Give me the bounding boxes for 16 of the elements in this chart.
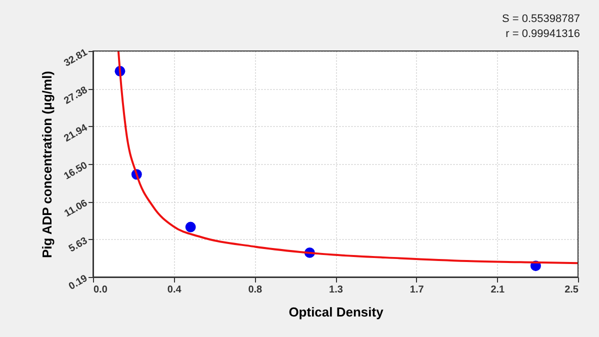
x-tick-label: 1.3 <box>329 284 344 296</box>
x-tick-label: 2.5 <box>564 284 579 296</box>
y-tick-label: 0.19 <box>67 272 90 292</box>
x-axis-title: Optical Density <box>288 304 384 320</box>
x-tick-label: 0.8 <box>248 284 263 296</box>
text: r = 0.99941316 <box>506 28 580 40</box>
text: S = 0.55398787 <box>502 13 580 25</box>
x-tick-label: 1.7 <box>410 284 424 296</box>
x-tick-label: 0.0 <box>94 284 108 296</box>
y-axis-title: Pig ADP concentration (μg/ml) <box>39 70 54 258</box>
x-tick-label: 2.1 <box>490 284 506 296</box>
y-tick-label: 11.06 <box>62 198 90 220</box>
y-tick-label: 16.50 <box>62 160 90 182</box>
y-tick-label: 5.63 <box>67 235 90 255</box>
x-tick-label: 0.4 <box>167 284 182 296</box>
y-tick-label: 32.81 <box>62 46 90 70</box>
